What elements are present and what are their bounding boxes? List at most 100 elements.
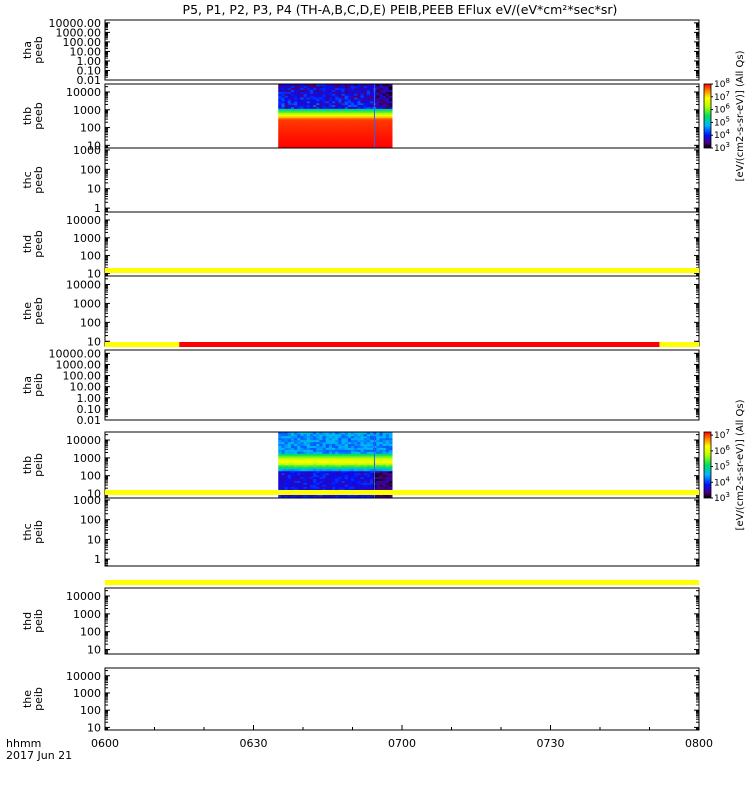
- ytick-label: 100: [80, 626, 101, 639]
- colorbar-tick-label: 105: [714, 115, 730, 128]
- panel-frame-thc-peib: [104, 497, 700, 567]
- ytick-label: 0.10: [77, 403, 102, 416]
- colorbar-tick-label: 103: [714, 141, 730, 154]
- panel-label-species: peib: [32, 687, 45, 711]
- xtick-label: 0730: [537, 737, 565, 750]
- panel-label-probe: thc: [21, 523, 34, 540]
- colorbar-tick-label: 104: [714, 475, 730, 488]
- ytick-label: 100: [80, 163, 101, 176]
- panel-frame-thc-peeb: [104, 147, 700, 213]
- ytick-label: 1000.00: [56, 358, 102, 371]
- status-bar-thc-peib-0: [105, 490, 699, 495]
- panel-frame-thb-peeb: [104, 83, 700, 149]
- status-bar-the-peeb-0: [105, 268, 699, 273]
- ytick-label: 100: [80, 704, 101, 717]
- x-axis-label-hhmm: hhmm: [6, 737, 41, 750]
- panels-group: 10000.001000.00100.0010.001.000.100.01th…: [21, 17, 746, 735]
- panel-label-species: peib: [32, 609, 45, 633]
- ytick-label: 10000.00: [49, 17, 102, 30]
- ytick-label: 1: [94, 553, 101, 566]
- ytick-label: 1000.00: [56, 26, 102, 39]
- spectrogram-thb-peeb: [278, 84, 393, 149]
- ytick-label: 10000: [66, 279, 101, 292]
- xtick-label: 0630: [240, 737, 268, 750]
- colorbar-gradient: [703, 83, 712, 149]
- panel-label-probe: tha: [21, 376, 34, 394]
- ytick-label: 0.01: [77, 74, 102, 87]
- ytick-label: 10000.00: [49, 347, 102, 360]
- panel-frame-thd-peib: [104, 587, 700, 655]
- panel-frame-the-peib: [104, 667, 700, 731]
- panel-frame-tha-peib: [104, 349, 700, 421]
- ytick-label: 1000: [73, 687, 101, 700]
- ytick-label: 10: [87, 335, 101, 348]
- colorbar-label: [eV/(cm2-s-sr-eV)] (All Qs): [735, 50, 746, 181]
- ytick-label: 10000: [66, 670, 101, 683]
- panel-label-probe: tha: [21, 41, 34, 59]
- ytick-label: 0.01: [77, 414, 102, 427]
- ytick-label: 1000: [73, 494, 101, 507]
- colorbar-tick-label: 105: [714, 460, 730, 473]
- ytick-label: 10.00: [70, 45, 102, 58]
- ytick-label: 0.10: [77, 64, 102, 77]
- ytick-label: 10: [87, 267, 101, 280]
- time-axis: 0600 0630 0700 0730 0800: [91, 725, 713, 750]
- ytick-label: 1000: [73, 608, 101, 621]
- colorbar-gradient: [703, 431, 712, 499]
- ytick-label: 1: [94, 202, 101, 215]
- panel-label-probe: thd: [21, 235, 34, 253]
- colorbar-tick-label: 107: [714, 90, 730, 103]
- panel-label-species: peib: [32, 373, 45, 397]
- ytick-label: 100: [80, 470, 101, 483]
- panel-frame-the-peeb: [104, 275, 700, 347]
- ytick-label: 1000: [73, 104, 101, 117]
- ytick-label: 10: [87, 533, 101, 546]
- panel-label-probe: the: [21, 690, 34, 708]
- xtick-label: 0600: [91, 737, 119, 750]
- colorbar-tick-label: 104: [714, 128, 730, 141]
- ytick-label: 10: [87, 183, 101, 196]
- panel-frame-thb-peib: [104, 431, 700, 499]
- panel-label-species: peeb: [32, 230, 45, 258]
- ytick-label: 10: [87, 644, 101, 657]
- colorbar-label: [eV/(cm2-s-sr-eV)] (All Qs): [735, 399, 746, 530]
- spectrogram-thb-peib: [278, 432, 393, 499]
- panel-label-species: peeb: [32, 166, 45, 194]
- colorbar-tick-label: 106: [714, 103, 730, 116]
- ytick-label: 10000: [66, 434, 101, 447]
- panel-label-probe: thd: [21, 612, 34, 630]
- ytick-label: 100: [80, 316, 101, 329]
- panel-label-probe: thb: [21, 107, 34, 125]
- panel-label-species: peib: [32, 453, 45, 477]
- panel-frame-tha-peeb: [104, 19, 700, 81]
- ytick-label: 1.00: [77, 55, 102, 68]
- panel-label-species: peeb: [32, 102, 45, 130]
- ytick-label: 1.00: [77, 392, 102, 405]
- panel-label-species: peeb: [32, 297, 45, 325]
- panel-label-probe: thb: [21, 456, 34, 474]
- ytick-label: 100: [80, 122, 101, 135]
- panel-label-probe: the: [21, 302, 34, 320]
- colorbar-tick-label: 107: [714, 428, 730, 441]
- panel-label-probe: thc: [21, 171, 34, 188]
- ytick-label: 10000: [66, 86, 101, 99]
- colorbar-tick-label: 108: [714, 77, 730, 90]
- x-axis-label-date: 2017 Jun 21: [6, 749, 72, 762]
- ytick-label: 1000: [73, 297, 101, 310]
- colorbar-thb-peib: 103 104 105 106 107 [eV/(cm2-s-sr-eV)] (All Q…: [703, 399, 746, 530]
- status-bar-tha-peib-1: [179, 342, 660, 347]
- colorbar-tick-label: 106: [714, 444, 730, 457]
- ytick-label: 10: [87, 488, 101, 501]
